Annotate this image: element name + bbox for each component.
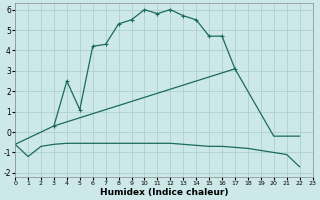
X-axis label: Humidex (Indice chaleur): Humidex (Indice chaleur) bbox=[100, 188, 228, 197]
